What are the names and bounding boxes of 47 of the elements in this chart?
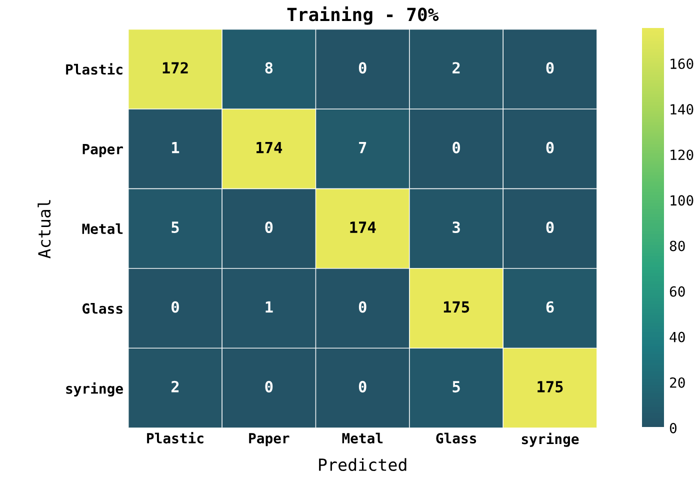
data-label: 0 (265, 380, 273, 392)
data-label: 0 (172, 301, 179, 313)
data-label: 174 (350, 222, 376, 233)
x-tick-label: Metal (342, 432, 383, 444)
data-label: 0 (358, 301, 366, 313)
data-label: 175 (538, 381, 563, 392)
data-label: 7 (359, 142, 366, 154)
data-label: 172 (162, 62, 188, 74)
y-axis-title: Actual (38, 200, 51, 258)
color-bar-label: 40 (670, 332, 685, 342)
x-axis-title: Predicted (319, 458, 406, 472)
x-tick-label: Glass (436, 432, 476, 444)
data-label: 5 (452, 381, 460, 392)
data-label: 1 (266, 301, 273, 313)
color-bar-label: 120 (670, 150, 694, 160)
color-bar-label: 140 (670, 104, 694, 115)
color-bar-label: 20 (670, 377, 685, 388)
x-tick-label: Paper (249, 433, 290, 446)
data-label: 0 (358, 380, 366, 392)
chart-title: Training - 70% (287, 6, 439, 25)
y-tick-label: Glass (82, 303, 122, 314)
data-label: 175 (444, 301, 470, 313)
data-label: 1 (172, 142, 180, 154)
data-label: 2 (452, 62, 460, 74)
data-label: 8 (265, 62, 273, 74)
x-tick-label: syringe (522, 432, 579, 447)
color-bar-label: 0 (670, 422, 676, 434)
data-label: 6 (546, 301, 554, 313)
x-tick-label: Plastic (147, 432, 204, 444)
data-label: 2 (171, 380, 179, 392)
data-label: 0 (546, 142, 554, 154)
data-label: 0 (358, 62, 366, 74)
y-tick-label: Plastic (66, 63, 122, 75)
color-bar-label: 100 (670, 195, 694, 206)
color-bar-label: 60 (670, 286, 685, 297)
data-label: 5 (172, 222, 179, 234)
color-bar-label: 160 (670, 58, 694, 70)
y-tick-label: Paper (82, 144, 123, 158)
y-tick-label: Metal (82, 223, 123, 234)
data-label: 0 (546, 62, 554, 74)
data-label: 3 (452, 221, 460, 234)
color-bar-label: 80 (670, 240, 685, 252)
data-label: 0 (265, 221, 273, 234)
data-label: 174 (256, 142, 282, 154)
data-label: 0 (452, 142, 460, 154)
y-tick-label: syringe (66, 382, 123, 397)
data-label: 0 (546, 221, 554, 234)
